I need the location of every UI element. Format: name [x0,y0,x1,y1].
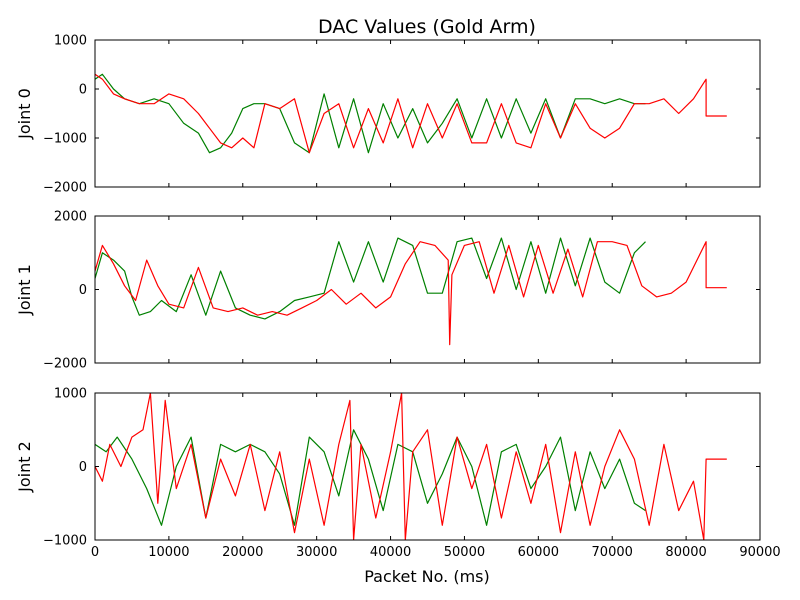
green-series-line [95,429,646,526]
x-tick-label: 10000 [148,545,189,560]
y-tick-label: 1000 [54,34,87,49]
series-group [95,73,727,154]
y-axis-label: Joint 1 [15,264,34,316]
x-tick-label: 30000 [296,545,337,560]
chart-title: DAC Values (Gold Arm) [318,16,536,38]
y-tick-label: −2000 [43,181,87,196]
x-axis-label: Packet No. (ms) [364,567,489,586]
x-tick-label: 20000 [222,545,263,560]
panel-joint-1: 2000 0 −2000 Joint 1 [15,210,761,372]
y-tick-label: 0 [79,460,87,475]
green-series-line [95,237,646,320]
x-tick-label: 70000 [592,545,633,560]
red-series-line [95,241,727,346]
x-tick-label: 40000 [370,545,411,560]
y-tick-label: 0 [79,83,87,98]
x-tick-label: 80000 [665,545,706,560]
x-tick-label: 90000 [739,545,780,560]
green-series-line [95,73,646,154]
y-tick-label: −1000 [43,534,87,549]
x-tick-label: 60000 [518,545,559,560]
plot-frame [94,39,761,188]
y-tick-label: −1000 [43,132,87,147]
y-tick-label: 2000 [54,210,87,225]
y-tick-label: 0 [79,283,87,298]
y-axis-label: Joint 2 [15,441,34,493]
y-tick-label: 1000 [54,387,87,402]
y-axis-label: Joint 0 [15,88,34,140]
panel-joint-0: 1000 0 −1000 −2000 Joint 0 [15,34,761,196]
x-tick-label: 0 [91,545,99,560]
x-tick-label: 50000 [444,545,485,560]
red-series-line [95,393,727,540]
y-tick-label: −2000 [43,357,87,372]
series-group [95,237,727,346]
series-group [95,393,727,540]
red-series-line [95,73,727,154]
